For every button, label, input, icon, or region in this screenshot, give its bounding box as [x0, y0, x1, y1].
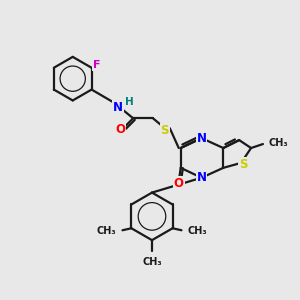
Text: O: O [115, 123, 125, 136]
Text: H: H [125, 98, 134, 107]
Text: N: N [196, 132, 206, 145]
Text: N: N [196, 171, 206, 184]
Text: N: N [113, 101, 123, 114]
Text: O: O [174, 177, 184, 190]
Text: S: S [239, 158, 248, 171]
Text: F: F [93, 60, 100, 70]
Text: CH₃: CH₃ [142, 257, 162, 267]
Text: S: S [160, 124, 169, 137]
Text: CH₃: CH₃ [269, 138, 289, 148]
Text: CH₃: CH₃ [188, 226, 207, 236]
Text: CH₃: CH₃ [97, 226, 116, 236]
